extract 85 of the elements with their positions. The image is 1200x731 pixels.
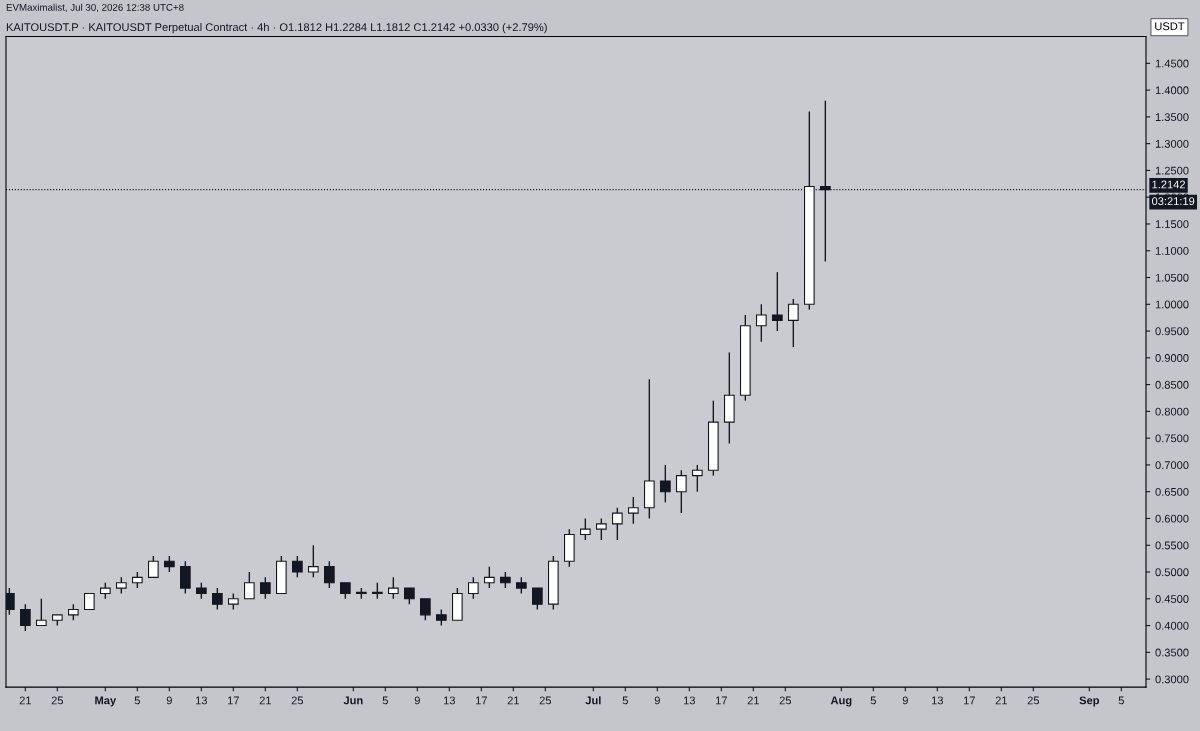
y-tick-label: 0.3000: [1155, 675, 1189, 684]
candlestick: [323, 560, 335, 589]
x-tick-label: 25: [1027, 696, 1040, 705]
x-tick-label: 13: [932, 696, 944, 705]
x-tick-label: 17: [964, 696, 975, 705]
candlestick: [787, 298, 799, 348]
x-tick-label: 5: [134, 696, 140, 705]
candlestick: [579, 517, 591, 541]
y-axis-title: USDT: [1155, 22, 1185, 31]
y-tick-label: 0.5500: [1155, 541, 1189, 550]
x-tick-label: 5: [870, 696, 876, 705]
candlestick: [595, 517, 607, 541]
x-tick-label: 17: [716, 696, 727, 705]
x-tick-label: 13: [196, 696, 208, 705]
x-tick-label: 13: [684, 696, 696, 705]
candlestick: [467, 576, 479, 600]
x-tick-label: 25: [291, 696, 304, 705]
candlestick: [531, 587, 543, 611]
x-tick-label: Sep: [1079, 696, 1100, 707]
text: EVMaximalist, Jul 30, 2026 12:38 UTC+8: [6, 3, 184, 12]
y-tick-label: 1.3500: [1155, 113, 1189, 122]
y-tick-label: 0.4000: [1155, 621, 1189, 630]
x-tick-label: 17: [476, 696, 487, 705]
x-tick-label: 21: [259, 696, 271, 705]
x-tick-label: 9: [166, 696, 172, 705]
candlestick: [771, 271, 783, 332]
y-tick-label: 1.4000: [1155, 86, 1189, 95]
candlestick: [211, 587, 223, 611]
x-tick-label: 21: [19, 696, 31, 705]
y-tick-label: 0.4500: [1155, 595, 1189, 603]
y-tick-label: 1.0000: [1155, 300, 1189, 309]
candlestick: [627, 496, 639, 525]
x-tick-label: 5: [382, 696, 388, 705]
y-tick-label: 1.0500: [1155, 273, 1189, 282]
y-tick-label: 0.3500: [1155, 648, 1189, 657]
x-tick-label: 5: [1118, 696, 1124, 705]
x-tick-label: Jun: [343, 696, 363, 705]
y-tick-label: 1.1500: [1155, 220, 1189, 229]
x-tick-label: 5: [622, 696, 628, 705]
y-tick-label: 1.1000: [1155, 247, 1189, 255]
candlestick: [755, 303, 767, 343]
candlestick: [675, 469, 687, 514]
candlestick: [147, 555, 159, 579]
y-tick-label: 0.7000: [1155, 461, 1189, 470]
x-tick-label: 17: [228, 696, 239, 705]
y-tick-label: 0.8500: [1155, 380, 1189, 389]
y-tick-label: 0.9000: [1155, 354, 1189, 362]
x-tick-label: 9: [654, 696, 660, 705]
x-tick-label: 21: [995, 696, 1007, 705]
y-tick-label: 0.5000: [1155, 568, 1189, 577]
candlestick: [291, 555, 303, 579]
ref-line-label: 1.2142: [1152, 180, 1185, 189]
x-tick-label: 13: [444, 696, 456, 705]
y-tick-label: 1.4500: [1155, 59, 1189, 68]
x-tick-label: 21: [747, 696, 759, 705]
candlestick: [19, 603, 31, 632]
candlestick: [259, 576, 271, 600]
y-tick-label: 1.2500: [1155, 166, 1189, 175]
y-tick-label: 1.3000: [1155, 139, 1189, 148]
x-tick-label: 21: [507, 696, 519, 705]
y-tick-label: 0.9500: [1155, 327, 1189, 336]
x-tick-label: Jul: [585, 696, 601, 705]
x-tick-label: May: [95, 696, 117, 707]
x-tick-label: 9: [414, 696, 420, 705]
x-tick-label: Aug: [830, 696, 852, 707]
candlestick: [611, 507, 623, 541]
candlestick: [483, 565, 495, 589]
candlestick: [659, 464, 671, 504]
x-tick-label: 25: [539, 696, 552, 705]
x-tick-label: 25: [779, 696, 792, 705]
y-tick-label: 0.8000: [1155, 407, 1189, 416]
annotation: 03:21:19: [1151, 197, 1195, 206]
candlestick: [419, 598, 431, 621]
candlestick: [179, 560, 191, 595]
candlestick: [691, 464, 703, 493]
candlestick: [307, 544, 319, 579]
candlestick: [35, 598, 47, 627]
x-tick-label: 9: [902, 696, 908, 705]
y-tick-label: 0.6000: [1155, 514, 1189, 523]
y-tick-label: 0.6500: [1155, 487, 1189, 496]
candlestick: [387, 576, 399, 600]
chart-title: KAITOUSDT.P · KAITOUSDT Perpetual Contract · 4h · O1.1812 H1.2284 L1.1812 C1.2142 +0.0330 (+2.79%): [6, 22, 547, 34]
y-tick-label: 0.7500: [1155, 434, 1189, 443]
candlestick: [243, 571, 255, 600]
x-tick-label: 25: [51, 696, 64, 705]
